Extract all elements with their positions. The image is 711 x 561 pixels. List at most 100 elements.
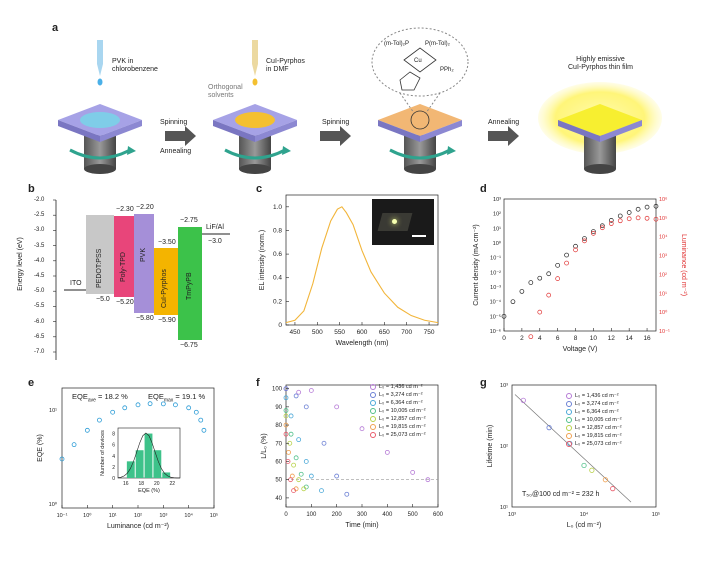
d-ytick-label: 10⁻⁵ xyxy=(490,313,501,320)
e-inset-ytick-label: 6 xyxy=(112,443,115,449)
g-xtick-label: 10⁴ xyxy=(580,511,589,518)
molecule-label-left: (m-Tol)₂P xyxy=(384,41,409,47)
d-current-point xyxy=(555,262,560,268)
f-ytick-label: 40 xyxy=(275,496,282,502)
b-tick-label: -3.5 xyxy=(34,242,45,249)
d-current-point xyxy=(537,275,543,281)
e-inset-xtick-label: 16 xyxy=(123,481,129,487)
layer-pvk-top: −2.20 xyxy=(136,204,154,211)
e-eqe-point xyxy=(84,427,90,433)
d-ytick-label: 10⁻⁴ xyxy=(490,299,502,306)
legend-label: L₀ = 12,857 cd m⁻² xyxy=(575,425,622,431)
d-current-point xyxy=(617,213,623,219)
e-eqe-point xyxy=(160,401,166,407)
d-ytick-label: 10² xyxy=(493,212,501,218)
e-inset-bar xyxy=(126,461,135,478)
d-luminance-point xyxy=(555,276,560,281)
f-series-point xyxy=(288,413,294,419)
f-series-point xyxy=(296,437,302,443)
e-xlabel: Luminance (cd m⁻²) xyxy=(107,523,169,530)
f-series-point xyxy=(288,431,294,437)
e-eqe-point xyxy=(135,402,141,408)
d-y2tick-label: 10⁶ xyxy=(659,196,667,203)
g-lifetime-point xyxy=(589,467,595,473)
f-series-point xyxy=(283,408,289,413)
legend-item: L₀ = 3,274 cd m⁻² xyxy=(566,400,622,408)
f-ytick-label: 50 xyxy=(275,478,282,484)
molecule-label-cu: Cu xyxy=(414,58,422,64)
d-current-point xyxy=(653,203,659,209)
d-current-point xyxy=(501,313,507,319)
stage-4-substrate xyxy=(538,82,662,174)
d-xtick-label: 6 xyxy=(556,335,560,342)
f-ytick-label: 60 xyxy=(275,459,282,465)
c-xtick-label: 700 xyxy=(401,329,412,336)
g-xlabel: L₀ (cd m⁻²) xyxy=(567,522,602,529)
legend-f: L₀ = 1,436 cd m⁻² L₀ = 3,274 cd m⁻² L₀ = 6… xyxy=(370,383,426,439)
orthogonal-label: Orthogonal solvents xyxy=(208,84,243,99)
e-inset-xlabel: EQE (%) xyxy=(138,488,160,494)
layer-tmpypb-top: −2.75 xyxy=(180,217,198,224)
d-luminance-point xyxy=(608,221,614,226)
legend-marker-icon xyxy=(566,409,572,415)
legend-item: L₀ = 3,274 cd m⁻² xyxy=(370,391,426,399)
legend-label: L₀ = 19,815 cd m⁻² xyxy=(575,433,622,439)
g-lifetime-point xyxy=(546,425,552,431)
e-ytick-label: 10⁰ xyxy=(49,501,58,508)
d-current-point xyxy=(608,218,614,223)
c-ytick-label: 0.6 xyxy=(273,251,282,258)
c-xtick-label: 500 xyxy=(312,329,323,336)
d-current-point xyxy=(600,223,605,229)
layer-tmpypb-bottom: −6.75 xyxy=(180,342,198,349)
legend-label: L₀ = 6,364 cd m⁻² xyxy=(379,400,423,406)
f-series-point xyxy=(283,395,289,401)
f-ylabel: L/L₀ (%) xyxy=(261,433,268,458)
d-ytick-label: 10⁻¹ xyxy=(490,256,501,262)
e-eqe-point xyxy=(122,405,128,411)
f-series-point xyxy=(303,459,309,464)
d-y2tick-label: 10⁴ xyxy=(659,234,668,241)
arrow-1-icon xyxy=(165,126,196,146)
molecule-label-pph2: PPh₂ xyxy=(440,67,454,73)
c-el-spectrum-line xyxy=(285,206,439,324)
d-current-point xyxy=(546,271,552,277)
d-current-point xyxy=(582,236,587,241)
e-xtick-label: 10² xyxy=(134,513,142,519)
legend-label: L₀ = 10,005 cd m⁻² xyxy=(575,417,622,423)
d-frame xyxy=(503,198,657,332)
b-tick-label: -2.0 xyxy=(34,197,45,203)
layer-tmpypb xyxy=(178,227,202,340)
legend-label: L₀ = 3,274 cd m⁻² xyxy=(575,401,619,407)
e-inset-bar xyxy=(153,450,162,478)
legend-label: L₀ = 6,364 cd m⁻² xyxy=(575,409,619,415)
legend-marker-icon xyxy=(370,400,376,406)
d-luminance-point xyxy=(537,309,543,315)
panel-letter-g: g xyxy=(480,377,487,389)
legend-marker-icon xyxy=(370,408,376,414)
b-tick-label: -7.0 xyxy=(34,349,45,355)
e-ytick-label: 10¹ xyxy=(49,408,57,414)
b-tick-label: -4.0 xyxy=(34,257,45,264)
layer-pvk-bottom: −5.80 xyxy=(136,315,154,322)
legend-item: L₀ = 1,436 cd m⁻² xyxy=(370,383,426,391)
legend-marker-icon xyxy=(566,441,572,447)
e-eqe-point xyxy=(147,401,153,407)
g-ylabel: Lifetime (min) xyxy=(487,425,494,467)
d-xtick-label: 12 xyxy=(608,335,616,342)
legend-item: L₀ = 10,005 cd m⁻² xyxy=(566,416,622,424)
c-ytick-label: 0.8 xyxy=(273,227,282,234)
legend-marker-icon xyxy=(370,392,376,398)
d-xtick-label: 4 xyxy=(538,335,542,342)
step2-label: CuI-Pyrphos in DMF xyxy=(266,58,305,73)
legend-item: L₀ = 6,364 cd m⁻² xyxy=(370,399,426,407)
layer-polytpd-top: −2.30 xyxy=(116,206,134,213)
stage-2-substrate xyxy=(213,40,297,174)
c-inset-photo xyxy=(372,199,434,245)
legend-item: L₀ = 25,073 cd m⁻² xyxy=(566,440,622,448)
f-series-point xyxy=(293,455,299,461)
f-xtick-label: 0 xyxy=(284,512,288,518)
legend-label: L₀ = 1,436 cd m⁻² xyxy=(575,393,619,399)
d-y2tick-label: 10⁻¹ xyxy=(659,329,670,335)
annealing-label-1: Annealing xyxy=(160,148,192,155)
